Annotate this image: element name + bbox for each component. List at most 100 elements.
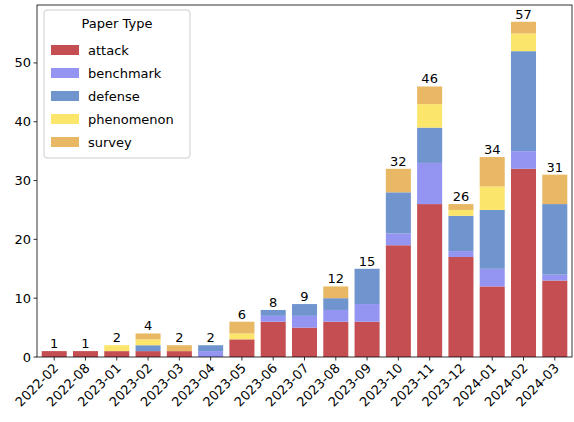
bar-segment [417, 163, 442, 204]
legend-swatch [51, 45, 79, 55]
bar-segment [386, 245, 411, 357]
total-label: 57 [515, 7, 532, 22]
x-tick [367, 357, 368, 361]
y-tick [34, 239, 38, 240]
total-label: 15 [359, 254, 376, 269]
x-tick [523, 357, 524, 361]
bar-segment [323, 298, 348, 310]
bar-segment [542, 175, 567, 204]
bars [42, 22, 568, 357]
x-tick [116, 357, 117, 361]
y-tick [34, 357, 38, 358]
legend-label: benchmark [88, 66, 162, 81]
bar-segment [448, 210, 473, 216]
legend-title: Paper Type [82, 16, 153, 31]
total-label: 4 [144, 318, 152, 333]
bar-segment [73, 351, 98, 357]
frame [37, 5, 572, 357]
legend-swatch [51, 137, 79, 147]
bar-segment [542, 275, 567, 281]
x-tick-label: 2024-03 [513, 361, 562, 410]
bar-segment [323, 286, 348, 298]
bar-segment [511, 51, 536, 151]
bar-segment [480, 210, 505, 269]
bar-segment [136, 351, 161, 357]
bar-segment [355, 322, 380, 357]
bar-segment [448, 216, 473, 251]
bar-segment [417, 204, 442, 357]
bar-segment [480, 157, 505, 186]
x-tick [429, 357, 430, 361]
legend-label: defense [88, 89, 140, 104]
bar-segment [448, 257, 473, 357]
legend-swatch [51, 91, 79, 101]
y-tick [34, 62, 38, 63]
bar-segment [261, 322, 286, 357]
bar-segment [480, 186, 505, 210]
total-label: 1 [81, 336, 89, 351]
bar-segment [417, 86, 442, 104]
bar-segment [104, 351, 129, 357]
bar-segment [355, 304, 380, 322]
total-label: 6 [238, 307, 246, 322]
x-tick [492, 357, 493, 361]
bar-segment [480, 286, 505, 357]
bar-segment [511, 34, 536, 52]
total-label: 12 [328, 271, 345, 286]
bar-segment [386, 169, 411, 193]
legend-label: phenomenon [88, 112, 174, 127]
bar-segment [292, 316, 317, 328]
bar-segment [542, 281, 567, 357]
total-label: 1 [50, 336, 58, 351]
bar-segment [261, 316, 286, 322]
bar-segment [511, 151, 536, 169]
bar-segment [417, 128, 442, 163]
bar-segment [480, 269, 505, 287]
y-tick [34, 180, 38, 181]
bar-segment [292, 328, 317, 357]
x-tick [54, 357, 55, 361]
total-label: 8 [269, 295, 277, 310]
y-tick [34, 121, 38, 122]
total-label: 34 [484, 142, 501, 157]
bar-segment [323, 322, 348, 357]
bar-segment [198, 351, 223, 357]
bar-segment [198, 345, 223, 351]
bar-segment [542, 204, 567, 275]
bar-segment [448, 251, 473, 257]
chart: 1124226891215324626345731010203040502022… [0, 0, 574, 422]
x-tick [273, 357, 274, 361]
bar-segment [167, 345, 192, 351]
bar-segment [511, 22, 536, 34]
total-label: 2 [175, 330, 183, 345]
legend-label: attack [88, 43, 129, 58]
x-tick [148, 357, 149, 361]
x-tick [179, 357, 180, 361]
bar-segment [229, 322, 254, 334]
x-tick [241, 357, 242, 361]
total-label: 2 [206, 330, 214, 345]
bar-segment [417, 104, 442, 128]
y-tick [34, 298, 38, 299]
y-tick-label: 30 [14, 173, 31, 188]
total-label: 2 [113, 330, 121, 345]
x-tick [460, 357, 461, 361]
total-label: 32 [390, 154, 407, 169]
bar-segment [292, 304, 317, 316]
y-tick-label: 40 [14, 114, 31, 129]
y-tick-label: 20 [14, 232, 31, 247]
bar-segment [323, 310, 348, 322]
total-label: 31 [547, 160, 564, 175]
legend-box [44, 10, 190, 158]
total-label: 9 [300, 289, 308, 304]
x-tick [398, 357, 399, 361]
x-tick [304, 357, 305, 361]
total-label: 26 [453, 189, 470, 204]
y-tick-label: 10 [14, 291, 31, 306]
bar-segment [229, 339, 254, 357]
bar-segment [42, 351, 67, 357]
bar-segment [136, 345, 161, 351]
x-tick [210, 357, 211, 361]
bar-segment [167, 351, 192, 357]
bar-segment [229, 333, 254, 339]
